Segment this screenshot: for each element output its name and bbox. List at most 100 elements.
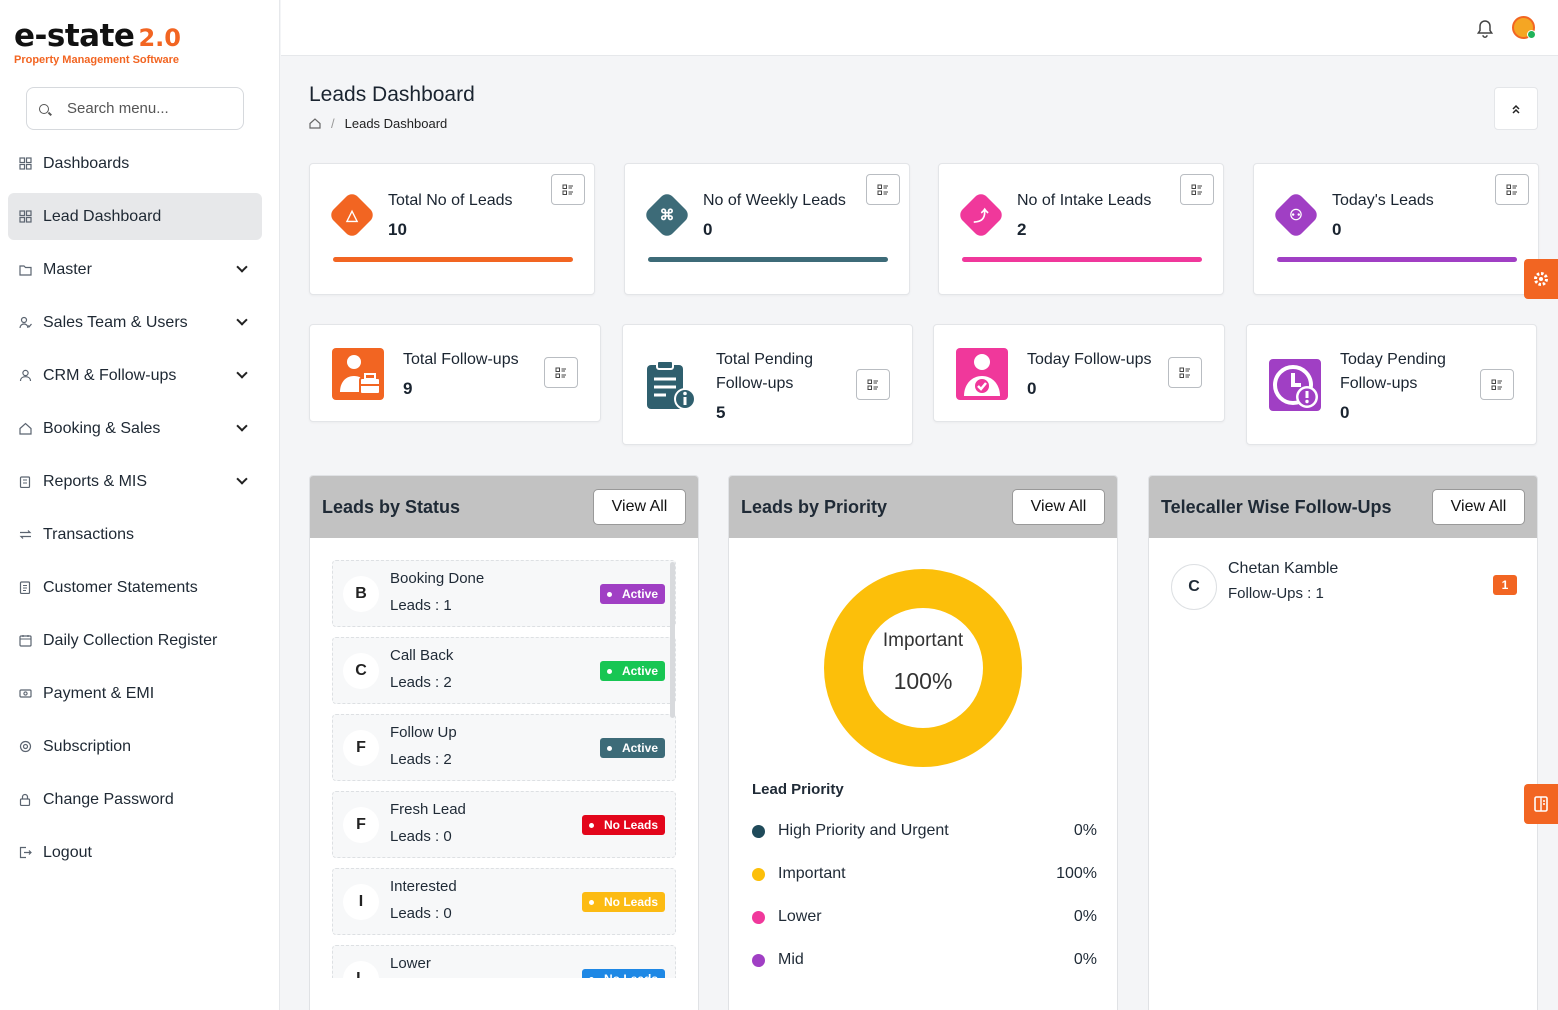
card-menu-button[interactable] — [544, 357, 578, 388]
list-icon — [867, 379, 879, 391]
grid-icon — [18, 157, 32, 171]
status-badge-label: No Leads — [604, 972, 658, 978]
legend-item[interactable]: Important 100% — [752, 863, 1097, 885]
home-icon[interactable] — [309, 118, 321, 129]
list-icon — [1179, 367, 1191, 379]
status-badge-label: Active — [621, 741, 658, 755]
list-icon — [562, 184, 574, 196]
status-name: Call Back — [390, 647, 454, 664]
chevrons-up-icon — [1512, 104, 1520, 114]
status-lead-count: Leads : 0 — [390, 905, 452, 922]
sidebar-item-logout[interactable]: Logout — [8, 829, 262, 876]
status-list-item[interactable]: F Follow Up Leads : 2 Active — [332, 714, 676, 781]
legend-item[interactable]: Lower 0% — [752, 906, 1097, 928]
donut-slice-important[interactable] — [824, 569, 1022, 767]
status-list-item[interactable]: I Interested Leads : 0 No Leads — [332, 868, 676, 935]
collapse-button[interactable] — [1494, 87, 1538, 130]
followup-label: Today Follow-ups — [1027, 351, 1152, 368]
legend-item[interactable]: High Priority and Urgent 0% — [752, 820, 1097, 842]
legend-marker — [752, 910, 765, 924]
followup-card: Today Pending Follow-ups 0 — [1246, 324, 1537, 445]
legend-item[interactable]: Mid 0% — [752, 949, 1097, 971]
stat-progress-bar — [333, 257, 573, 262]
telecaller-item[interactable]: C Chetan Kamble Follow-Ups : 1 1 — [1171, 560, 1517, 618]
card-menu-button[interactable] — [1180, 174, 1214, 205]
sidebar-item-label: Reports & MIS — [43, 472, 148, 490]
status-list-item[interactable]: C Call Back Leads : 2 Active — [332, 637, 676, 704]
donut-center-value: 100% — [893, 668, 953, 694]
sidebar-item-payment-emi[interactable]: Payment & EMI — [8, 670, 262, 717]
topbar — [281, 0, 1558, 56]
calendar-icon — [18, 634, 32, 648]
legend-label: High Priority and Urgent — [778, 822, 949, 839]
stat-label: No of Intake Leads — [1017, 192, 1152, 209]
settings-tab[interactable] — [1524, 259, 1558, 299]
status-badge-label: No Leads — [603, 895, 658, 909]
chevron-down-icon[interactable] — [236, 367, 248, 379]
sidebar-item-change-password[interactable]: Change Password — [8, 776, 262, 823]
group-icon-glyph: ⚇ — [1289, 207, 1303, 224]
user-avatar-icon[interactable] — [1512, 16, 1536, 39]
sidebar: e-state 2.0 Property Management Software … — [0, 0, 280, 1010]
logo[interactable]: e-state 2.0 Property Management Software — [14, 18, 181, 66]
panel-title: Leads by Status — [322, 496, 461, 517]
view-all-button[interactable]: View All — [593, 489, 686, 525]
followup-card: Today Follow-ups 0 — [933, 324, 1225, 422]
search-input[interactable] — [67, 100, 227, 117]
sidebar-item-label: Payment & EMI — [43, 684, 155, 702]
grid-icon — [18, 210, 32, 224]
count-badge: 1 — [1493, 575, 1517, 595]
card-menu-button[interactable] — [551, 174, 585, 205]
status-list[interactable]: B Booking Done Leads : 1 Active C Call Back Le… — [332, 560, 676, 978]
status-badge-label: Active — [621, 587, 658, 601]
money-icon — [18, 687, 32, 701]
status-badge: Active — [599, 738, 665, 758]
followup-value: 0 — [1027, 379, 1037, 398]
status-list-item[interactable]: F Fresh Lead Leads : 0 No Leads — [332, 791, 676, 858]
stat-card: ⌘ No of Weekly Leads 0 — [624, 163, 910, 295]
sidebar-item-lead-dashboard[interactable]: Lead Dashboard — [8, 193, 262, 240]
view-all-button[interactable]: View All — [1432, 489, 1525, 525]
sidebar-item-transactions[interactable]: Transactions — [8, 511, 262, 558]
notes-tab[interactable] — [1524, 784, 1558, 824]
sidebar-item-subscription[interactable]: Subscription — [8, 723, 262, 770]
card-menu-button[interactable] — [866, 174, 900, 205]
stat-card: △ Total No of Leads 10 — [309, 163, 595, 295]
sidebar-item-dashboards[interactable]: Dashboards — [8, 140, 262, 187]
chevron-down-icon[interactable] — [236, 261, 248, 273]
search-icon — [39, 103, 49, 114]
sidebar-item-sales-team-users[interactable]: Sales Team & Users — [8, 299, 262, 346]
status-avatar: F — [343, 730, 379, 766]
status-avatar: F — [343, 807, 379, 843]
sidebar-item-reports-mis[interactable]: Reports & MIS — [8, 458, 262, 505]
card-menu-button[interactable] — [1168, 357, 1202, 388]
card-menu-button[interactable] — [1495, 174, 1529, 205]
scrollbar[interactable] — [670, 562, 675, 718]
bell-icon[interactable] — [1476, 19, 1494, 39]
sidebar-item-label: Change Password — [43, 790, 174, 808]
sidebar-item-booking-sales[interactable]: Booking & Sales — [8, 405, 262, 452]
card-menu-button[interactable] — [1480, 369, 1514, 400]
stat-progress-bar — [648, 257, 888, 262]
stat-card: ⚇ Today's Leads 0 — [1253, 163, 1539, 295]
status-list-item[interactable]: LLowerLeads : 0No Leads — [332, 945, 676, 978]
sidebar-item-crm-follow-ups[interactable]: CRM & Follow-ups — [8, 352, 262, 399]
chevron-down-icon[interactable] — [236, 473, 248, 485]
sidebar-item-daily-collection-register[interactable]: Daily Collection Register — [8, 617, 262, 664]
chevron-down-icon[interactable] — [236, 420, 248, 432]
status-lead-count: Leads : 2 — [390, 751, 452, 768]
sidebar-item-customer-statements[interactable]: Customer Statements — [8, 564, 262, 611]
sidebar-item-master[interactable]: Master — [8, 246, 262, 293]
card-menu-button[interactable] — [856, 369, 890, 400]
status-avatar: I — [343, 884, 379, 920]
view-all-button[interactable]: View All — [1012, 489, 1105, 525]
chevron-down-icon[interactable] — [236, 314, 248, 326]
donut-center-label: Important — [882, 630, 964, 651]
stat-value: 0 — [1332, 220, 1342, 239]
stat-card: ⤴ No of Intake Leads 2 — [938, 163, 1224, 295]
legend-label: Important — [778, 865, 846, 882]
status-list-item[interactable]: B Booking Done Leads : 1 Active — [332, 560, 676, 627]
status-badge: No Leads — [581, 892, 665, 912]
legend-title: Lead Priority — [752, 781, 844, 798]
sidebar-item-label: Transactions — [43, 525, 134, 543]
